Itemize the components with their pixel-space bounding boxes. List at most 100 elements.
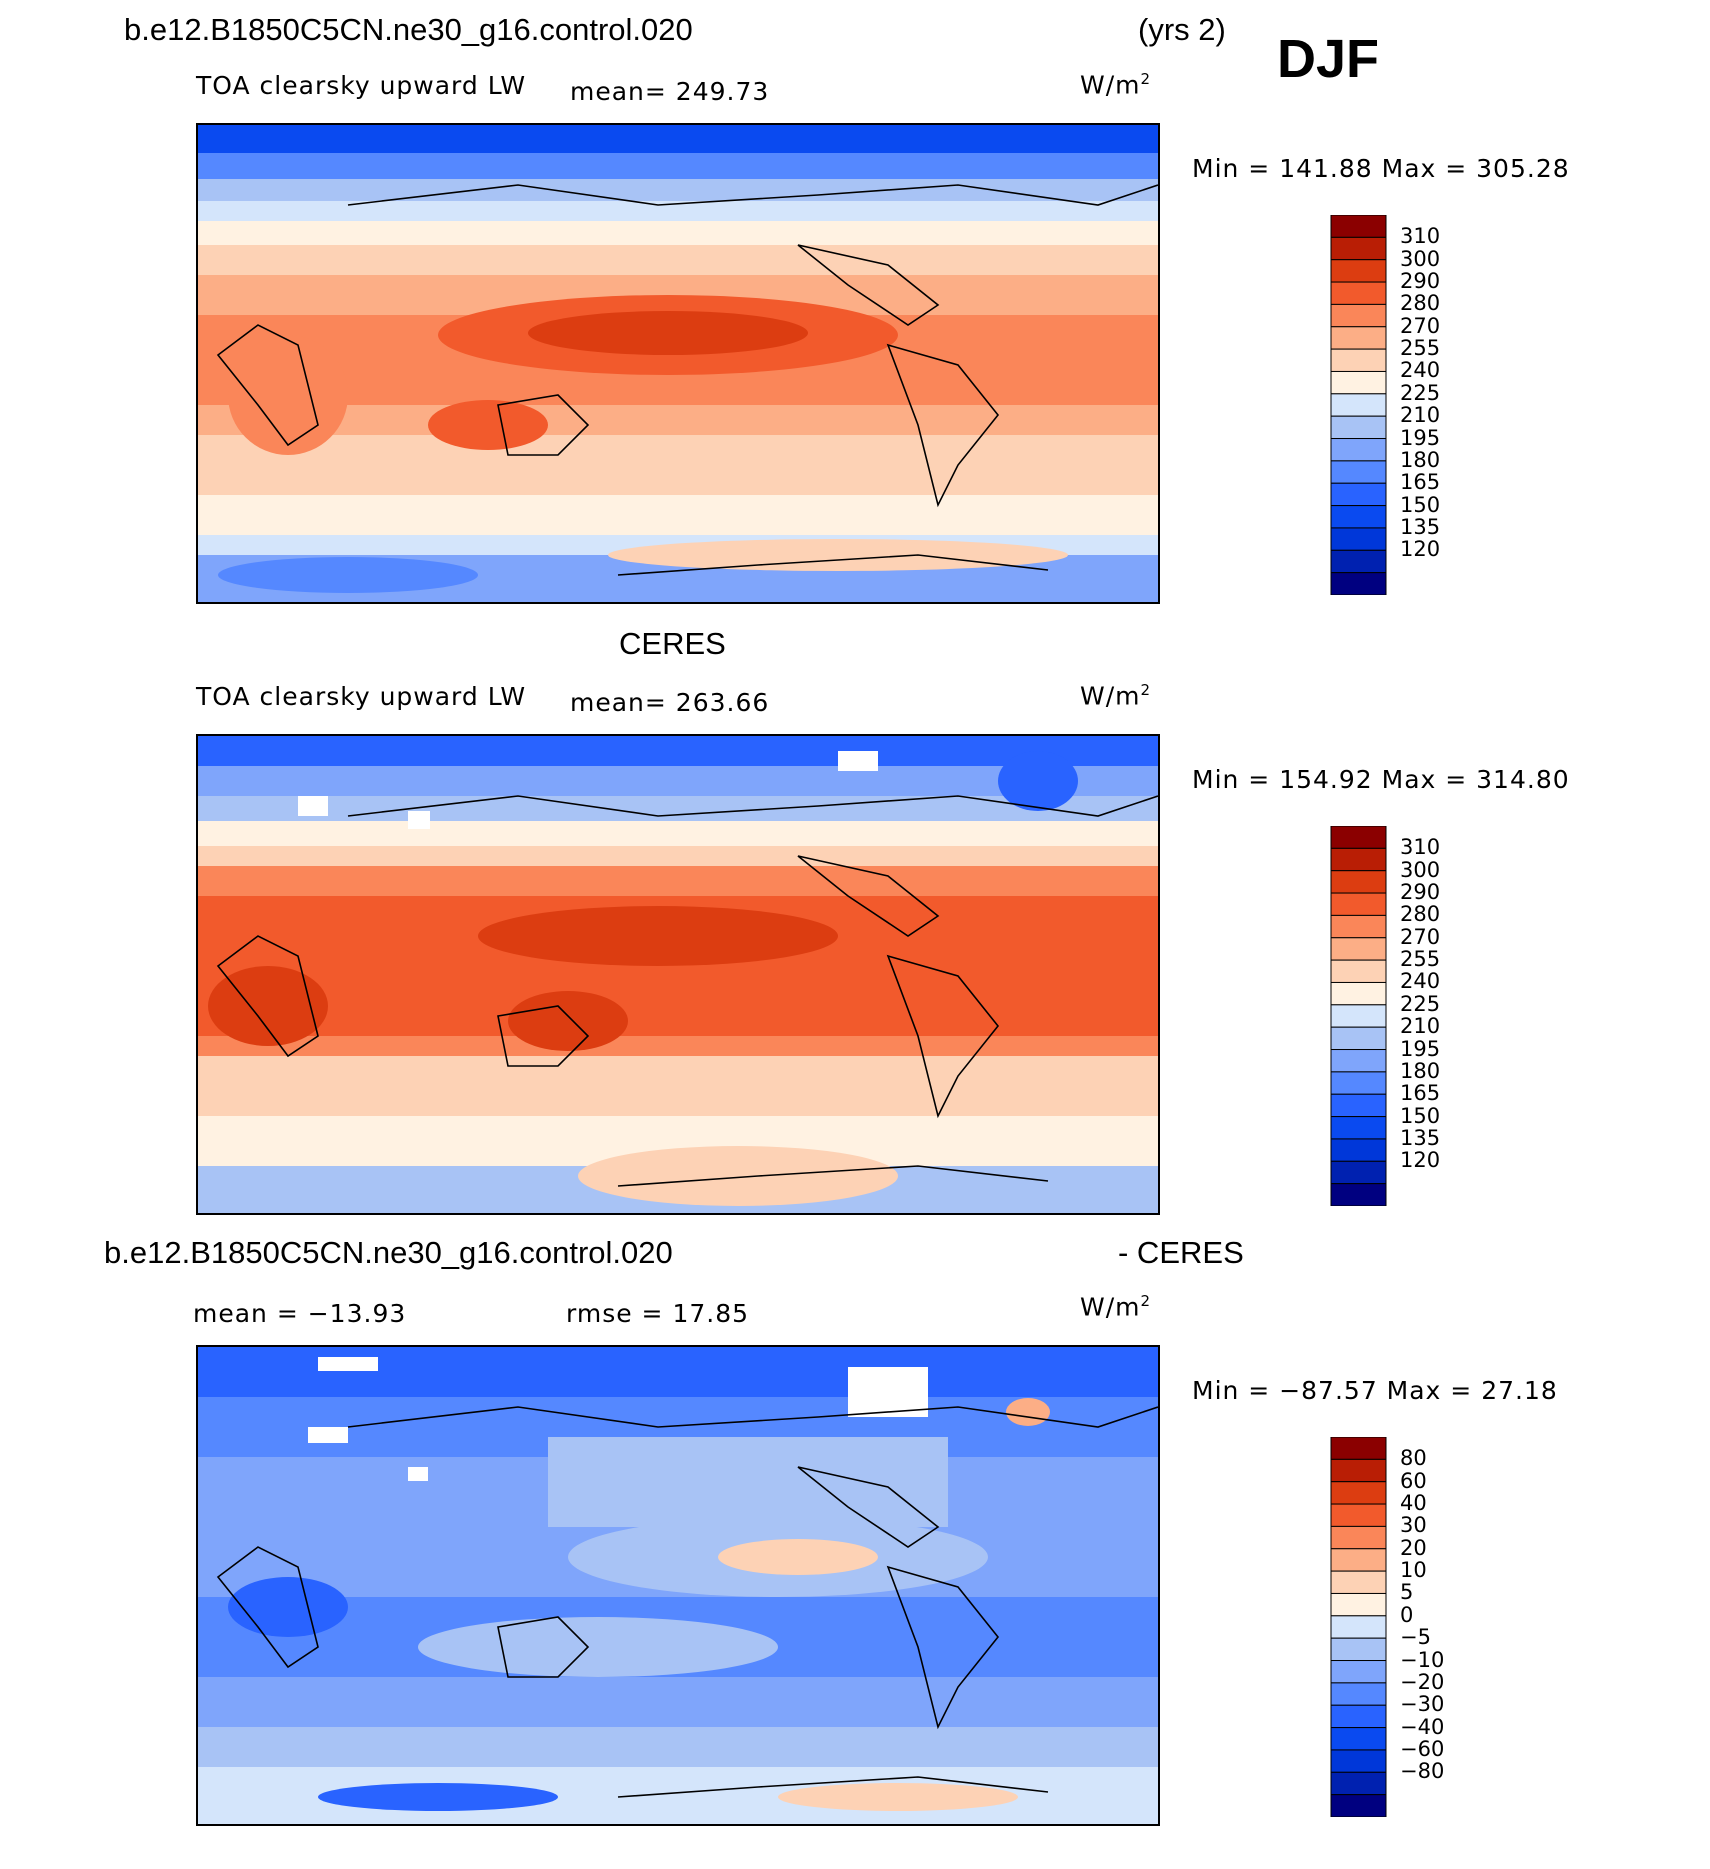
- colorbar-swatch: [1330, 1727, 1387, 1751]
- colorbar-tick-label: 0: [1400, 1602, 1414, 1627]
- colorbar-tick-label: 150: [1400, 1103, 1441, 1128]
- colorbar-tick-label: 135: [1400, 1125, 1441, 1150]
- colorbar-swatch: [1330, 1004, 1387, 1028]
- colorbar-swatch: [1330, 1481, 1387, 1505]
- panel1-colorbar-swatches: [1330, 215, 1387, 595]
- colorbar-swatch: [1330, 1138, 1387, 1162]
- colorbar-tick-label: 20: [1400, 1535, 1427, 1560]
- colorbar-tick-label: 240: [1400, 969, 1441, 994]
- colorbar-swatch: [1330, 393, 1387, 417]
- colorbar-swatch: [1330, 259, 1387, 283]
- colorbar-swatch: [1330, 1071, 1387, 1095]
- colorbar-swatch: [1330, 438, 1387, 462]
- colorbar-swatch: [1330, 572, 1387, 595]
- colorbar-tick-label: 225: [1400, 991, 1441, 1016]
- colorbar-tick-label: 150: [1400, 492, 1441, 517]
- colorbar-swatch: [1330, 549, 1387, 574]
- colorbar-tick-label: 210: [1400, 1014, 1441, 1039]
- panel3-units-base: W/m: [1080, 1292, 1141, 1322]
- colorbar-swatch: [1330, 1637, 1387, 1662]
- colorbar-tick-label: −10: [1400, 1647, 1445, 1672]
- colorbar-tick-label: −30: [1400, 1692, 1445, 1717]
- colorbar-swatch: [1330, 826, 1387, 849]
- colorbar-swatch: [1330, 1749, 1387, 1773]
- colorbar-swatch: [1330, 1615, 1387, 1639]
- colorbar-swatch: [1330, 892, 1387, 916]
- colorbar-swatch: [1330, 370, 1387, 395]
- panel1-units-sup: 2: [1140, 70, 1152, 88]
- colorbar-swatch: [1330, 959, 1387, 983]
- colorbar-tick-label: 280: [1400, 902, 1441, 927]
- colorbar-swatch: [1330, 1525, 1387, 1550]
- colorbar-swatch: [1330, 326, 1387, 350]
- panel3-rmse: rmse = 17.85: [566, 1299, 750, 1328]
- panel1-variable: TOA clearsky upward LW: [196, 71, 527, 100]
- colorbar-swatch: [1330, 415, 1387, 440]
- panel1-minmax: Min = 141.88 Max = 305.28: [1192, 154, 1570, 183]
- colorbar-tick-label: 120: [1400, 1148, 1441, 1173]
- colorbar-tick-label: 195: [1400, 1036, 1441, 1061]
- panel3-colorbar-swatches: [1330, 1437, 1387, 1817]
- panel3-map: [196, 1345, 1160, 1826]
- colorbar-tick-label: 310: [1400, 224, 1441, 249]
- colorbar-tick-label: 240: [1400, 358, 1441, 383]
- panel2-colorbar-swatches: [1330, 826, 1387, 1206]
- panel1-field: [198, 125, 1158, 602]
- colorbar-swatch: [1330, 348, 1387, 372]
- colorbar-swatch: [1330, 236, 1387, 261]
- colorbar-tick-label: −40: [1400, 1714, 1445, 1739]
- colorbar-swatch: [1330, 1794, 1387, 1817]
- colorbar-swatch: [1330, 1026, 1387, 1051]
- colorbar-tick-label: 60: [1400, 1468, 1427, 1493]
- panel2-minmax: Min = 154.92 Max = 314.80: [1192, 765, 1570, 794]
- panel2-title: CERES: [619, 626, 726, 661]
- colorbar-tick-label: −80: [1400, 1759, 1445, 1784]
- colorbar-swatch: [1330, 1570, 1387, 1594]
- panel2-units-sup: 2: [1140, 681, 1152, 699]
- colorbar-swatch: [1330, 281, 1387, 305]
- panel3-field: [198, 1347, 1158, 1824]
- colorbar-swatch: [1330, 981, 1387, 1006]
- colorbar-swatch: [1330, 505, 1387, 529]
- panel3-colorbar: [1330, 1437, 1387, 1817]
- colorbar-tick-label: 195: [1400, 425, 1441, 450]
- colorbar-tick-label: 270: [1400, 313, 1441, 338]
- colorbar-tick-label: 165: [1400, 1081, 1441, 1106]
- colorbar-tick-label: 5: [1400, 1580, 1414, 1605]
- colorbar-swatch: [1330, 870, 1387, 894]
- panel1-units: W/m2: [1080, 70, 1151, 99]
- panel1-units-base: W/m: [1080, 70, 1141, 100]
- panel2-variable: TOA clearsky upward LW: [196, 682, 527, 711]
- colorbar-swatch: [1330, 1116, 1387, 1140]
- colorbar-swatch: [1330, 1503, 1387, 1527]
- colorbar-tick-label: 255: [1400, 336, 1441, 361]
- colorbar-tick-label: 225: [1400, 380, 1441, 405]
- colorbar-swatch: [1330, 1183, 1387, 1206]
- colorbar-swatch: [1330, 847, 1387, 872]
- panel3-units-sup: 2: [1140, 1292, 1152, 1310]
- colorbar-swatch: [1330, 460, 1387, 484]
- panel3-title: b.e12.B1850C5CN.ne30_g16.control.020: [104, 1235, 673, 1270]
- colorbar-swatch: [1330, 215, 1387, 238]
- colorbar-swatch: [1330, 1592, 1387, 1617]
- panel3-title-suffix: - CERES: [1118, 1235, 1244, 1270]
- season-label: DJF: [1277, 29, 1380, 89]
- panel1-map: [196, 123, 1160, 604]
- panel2-units: W/m2: [1080, 681, 1151, 710]
- colorbar-tick-label: −60: [1400, 1736, 1445, 1761]
- colorbar-tick-label: 180: [1400, 1058, 1441, 1083]
- panel2-mean: mean= 263.66: [570, 688, 770, 717]
- colorbar-tick-label: 300: [1400, 246, 1441, 271]
- panel1-mean: mean= 249.73: [570, 77, 770, 106]
- colorbar-swatch: [1330, 1160, 1387, 1185]
- colorbar-tick-label: 80: [1400, 1446, 1427, 1471]
- colorbar-swatch: [1330, 1660, 1387, 1684]
- colorbar-tick-label: 40: [1400, 1491, 1427, 1516]
- panel2-field: [198, 736, 1158, 1213]
- colorbar-tick-label: 300: [1400, 857, 1441, 882]
- colorbar-tick-label: −5: [1400, 1625, 1431, 1650]
- panel3-mean: mean = −13.93: [193, 1299, 407, 1328]
- colorbar-swatch: [1330, 1093, 1387, 1118]
- colorbar-tick-label: 255: [1400, 947, 1441, 972]
- colorbar-swatch: [1330, 1704, 1387, 1729]
